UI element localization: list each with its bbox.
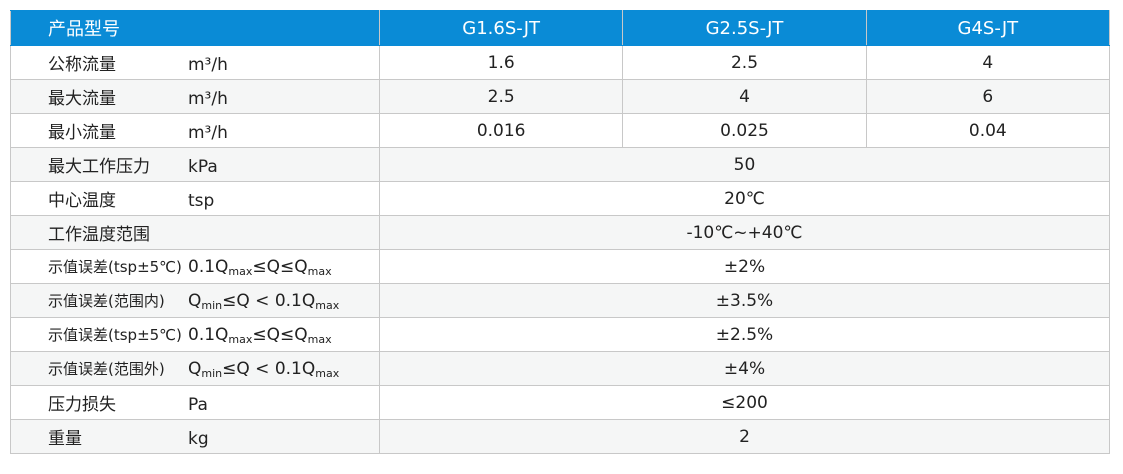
unit-text: tsp xyxy=(188,191,215,211)
param-unit: Qmin≤Q < 0.1Qmax xyxy=(188,359,339,380)
param-label: 最小流量 xyxy=(48,123,116,143)
param-label: 示值误差(tsp±5℃) xyxy=(48,325,182,344)
model-header: G4S-JT xyxy=(865,10,1111,46)
param-cell: 最大流量 m³/h xyxy=(10,79,380,114)
value-cell: -10℃~+40℃ xyxy=(379,215,1110,250)
value-cell: ≤200 xyxy=(379,385,1110,420)
param-cell: 示值误差(tsp±5℃) 0.1Qmax≤Q≤Qmax xyxy=(10,317,380,352)
value-cell: 4 xyxy=(622,79,867,114)
param-label: 示值误差(tsp±5℃) xyxy=(48,257,182,276)
table-row: 最大流量 m³/h 2.5 4 6 xyxy=(10,79,1111,114)
param-cell: 压力损失 Pa xyxy=(10,385,380,420)
value-cell: 0.016 xyxy=(378,113,624,148)
unit-text: Q xyxy=(188,358,202,379)
value-cell: 4 xyxy=(865,45,1111,80)
param-unit: tsp xyxy=(188,191,214,211)
unit-text: kPa xyxy=(188,157,218,177)
unit-text: Pa xyxy=(188,395,208,415)
table-row: 示值误差(范围内) Qmin≤Q < 0.1Qmax ±3.5% xyxy=(10,283,1110,318)
param-cell: 示值误差(范围内) Qmin≤Q < 0.1Qmax xyxy=(10,283,380,318)
value-cell: 2 xyxy=(379,419,1110,454)
table-row: 中心温度 tsp 20℃ xyxy=(10,181,1110,216)
param-unit: m³/h xyxy=(188,89,228,109)
unit-subscript: max xyxy=(315,298,340,312)
value-cell: 6 xyxy=(865,79,1111,114)
table-row: 最大工作压力 kPa 50 xyxy=(10,147,1110,182)
table-row: 示值误差(范围外) Qmin≤Q < 0.1Qmax ±4% xyxy=(10,351,1110,386)
param-label: 公称流量 xyxy=(48,55,116,75)
unit-subscript: max xyxy=(307,332,332,346)
unit-subscript: max xyxy=(228,332,253,346)
param-unit: m³/h xyxy=(188,123,228,143)
unit-text: Q xyxy=(188,290,202,311)
value-cell: 50 xyxy=(379,147,1110,182)
param-cell: 示值误差(tsp±5℃) 0.1Qmax≤Q≤Qmax xyxy=(10,249,380,284)
param-label: 中心温度 xyxy=(48,191,116,211)
header-label-cell: 产品型号 xyxy=(10,10,380,46)
unit-subscript: max xyxy=(307,264,332,278)
param-unit: Qmin≤Q < 0.1Qmax xyxy=(188,291,339,312)
param-label: 示值误差(范围外) xyxy=(48,359,165,378)
unit-text: m³/h xyxy=(188,55,228,75)
value-cell: ±4% xyxy=(379,351,1110,386)
table-row: 工作温度范围 -10℃~+40℃ xyxy=(10,215,1110,250)
value-cell: 0.04 xyxy=(865,113,1111,148)
unit-subscript: min xyxy=(201,298,223,312)
unit-subscript: min xyxy=(201,366,223,380)
unit-text: 0.1Q xyxy=(188,324,229,345)
table-row: 重量 kg 2 xyxy=(10,419,1110,454)
unit-text: ≤Q < 0.1Q xyxy=(222,290,316,311)
unit-text: ≤Q < 0.1Q xyxy=(222,358,316,379)
unit-text: m³/h xyxy=(188,123,228,143)
param-cell: 最大工作压力 kPa xyxy=(10,147,380,182)
value-cell: 2.5 xyxy=(378,79,624,114)
param-label: 压力损失 xyxy=(48,395,116,415)
param-cell: 示值误差(范围外) Qmin≤Q < 0.1Qmax xyxy=(10,351,380,386)
spec-table: 产品型号 G1.6S-JT G2.5S-JT G4S-JT 公称流量 m³/h 1.… xyxy=(10,10,1111,454)
param-label: 工作温度范围 xyxy=(48,225,150,245)
param-label: 示值误差(范围内) xyxy=(48,291,165,310)
value-cell: 20℃ xyxy=(379,181,1110,216)
param-unit: kg xyxy=(188,429,209,449)
value-cell: ±2% xyxy=(379,249,1110,284)
unit-text: 0.1Q xyxy=(188,256,229,277)
table-row: 公称流量 m³/h 1.6 2.5 4 xyxy=(10,45,1111,80)
model-header: G2.5S-JT xyxy=(622,10,867,46)
param-label: 重量 xyxy=(48,429,82,449)
param-cell: 中心温度 tsp xyxy=(10,181,380,216)
model-header: G1.6S-JT xyxy=(378,10,624,46)
param-unit: 0.1Qmax≤Q≤Qmax xyxy=(188,325,332,346)
table-row: 示值误差(tsp±5℃) 0.1Qmax≤Q≤Qmax ±2.5% xyxy=(10,317,1110,352)
table-row: 压力损失 Pa ≤200 xyxy=(10,385,1110,420)
value-cell: ±3.5% xyxy=(379,283,1110,318)
param-unit: m³/h xyxy=(188,55,228,75)
value-cell: 1.6 xyxy=(378,45,624,80)
param-unit: 0.1Qmax≤Q≤Qmax xyxy=(188,257,332,278)
param-unit: Pa xyxy=(188,395,208,415)
param-cell: 公称流量 m³/h xyxy=(10,45,380,80)
unit-text: m³/h xyxy=(188,89,228,109)
value-cell: ±2.5% xyxy=(379,317,1110,352)
param-cell: 重量 kg xyxy=(10,419,380,454)
unit-subscript: max xyxy=(228,264,253,278)
unit-text: kg xyxy=(188,429,209,449)
header-row: 产品型号 G1.6S-JT G2.5S-JT G4S-JT xyxy=(10,10,1111,46)
param-label: 最大流量 xyxy=(48,89,116,109)
param-cell: 工作温度范围 xyxy=(10,215,380,250)
table-row: 示值误差(tsp±5℃) 0.1Qmax≤Q≤Qmax ±2% xyxy=(10,249,1110,284)
param-unit: kPa xyxy=(188,157,218,177)
param-label: 最大工作压力 xyxy=(48,157,150,177)
unit-subscript: max xyxy=(315,366,340,380)
table-row: 最小流量 m³/h 0.016 0.025 0.04 xyxy=(10,113,1111,148)
unit-text: ≤Q≤Q xyxy=(252,324,308,345)
header-label: 产品型号 xyxy=(48,19,120,40)
unit-text: ≤Q≤Q xyxy=(252,256,308,277)
param-cell: 最小流量 m³/h xyxy=(10,113,380,148)
value-cell: 2.5 xyxy=(622,45,867,80)
value-cell: 0.025 xyxy=(622,113,867,148)
